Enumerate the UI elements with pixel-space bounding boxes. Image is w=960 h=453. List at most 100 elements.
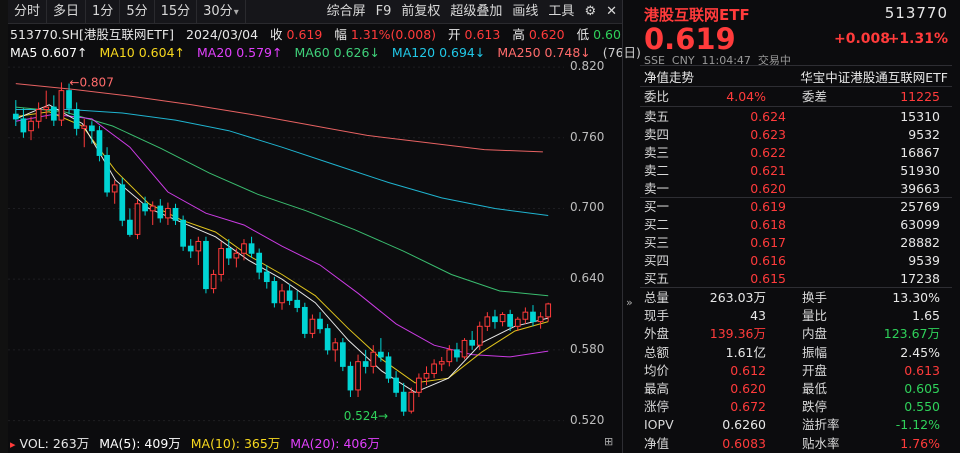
super-overlay-button[interactable]: 超级叠加 xyxy=(450,4,503,19)
candle[interactable] xyxy=(28,116,34,141)
candle[interactable] xyxy=(324,323,331,355)
candle[interactable] xyxy=(58,82,65,126)
candle[interactable] xyxy=(454,342,460,362)
tab-multi-day[interactable]: 多日 xyxy=(47,0,87,23)
candle[interactable] xyxy=(492,309,498,329)
candle[interactable] xyxy=(339,338,346,372)
candle[interactable] xyxy=(119,177,126,227)
candle[interactable] xyxy=(317,312,323,334)
tab-5min[interactable]: 5分 xyxy=(120,0,155,23)
candle[interactable] xyxy=(81,118,88,148)
volume-expand-icon[interactable]: ▸ xyxy=(10,438,16,451)
bid-row[interactable]: 买三 0.617 28882 xyxy=(632,233,948,252)
candle[interactable] xyxy=(400,382,407,416)
candle[interactable] xyxy=(499,312,506,327)
bid-row[interactable]: 买五 0.615 17238 xyxy=(632,269,948,288)
expand-panel-icon[interactable]: ⊞ xyxy=(604,435,614,448)
candle[interactable] xyxy=(111,180,118,204)
candle[interactable] xyxy=(271,276,278,308)
candle[interactable] xyxy=(218,241,225,282)
tab-30min[interactable]: 30分 xyxy=(197,0,246,23)
candle[interactable] xyxy=(104,147,110,197)
candle[interactable] xyxy=(476,321,483,350)
bid-row[interactable]: 买四 0.616 9539 xyxy=(632,251,948,270)
candle[interactable] xyxy=(50,95,57,126)
candle[interactable] xyxy=(393,371,399,398)
candle[interactable] xyxy=(530,305,536,327)
ask-row[interactable]: 卖一 0.620 39663 xyxy=(632,179,948,198)
ask-row[interactable]: 卖三 0.622 16867 xyxy=(632,143,948,162)
tab-15min[interactable]: 15分 xyxy=(155,0,198,23)
candle[interactable] xyxy=(43,90,50,119)
f9-button[interactable]: F9 xyxy=(375,4,392,19)
composite-screen-button[interactable]: 综合屏 xyxy=(326,4,366,19)
candle[interactable] xyxy=(385,352,392,383)
candle[interactable] xyxy=(210,269,217,294)
candle[interactable] xyxy=(20,108,27,138)
candle[interactable] xyxy=(416,373,422,398)
candle[interactable] xyxy=(73,102,80,136)
candle[interactable] xyxy=(172,203,179,225)
candle[interactable] xyxy=(12,100,19,126)
candle[interactable] xyxy=(195,236,202,266)
candle[interactable] xyxy=(165,202,171,225)
candle[interactable] xyxy=(332,338,339,362)
candle[interactable] xyxy=(286,283,293,306)
collapse-panel-icon[interactable]: » xyxy=(626,296,633,309)
candle[interactable] xyxy=(256,248,263,280)
candle[interactable] xyxy=(66,83,72,115)
candle[interactable] xyxy=(355,354,361,398)
candle[interactable] xyxy=(233,248,240,268)
candle[interactable] xyxy=(187,239,194,258)
candle[interactable] xyxy=(370,345,377,374)
candle[interactable] xyxy=(301,302,308,339)
candle[interactable] xyxy=(408,387,415,414)
ask-row[interactable]: 卖二 0.621 51930 xyxy=(632,161,948,180)
candle[interactable] xyxy=(203,236,209,294)
candle[interactable] xyxy=(142,196,148,216)
candlestick-chart[interactable]: ←0.807 0.524→ xyxy=(8,60,564,430)
tools-button[interactable]: 工具 xyxy=(548,4,575,19)
bid-row[interactable]: 买二 0.618 63099 xyxy=(632,215,948,234)
candle[interactable] xyxy=(347,361,354,398)
candle[interactable] xyxy=(514,316,521,332)
candle[interactable] xyxy=(134,199,141,240)
nav-trend-link[interactable]: 净值走势 xyxy=(644,70,695,85)
candle[interactable] xyxy=(522,307,529,324)
candle[interactable] xyxy=(309,314,316,339)
candle[interactable] xyxy=(362,349,369,374)
candle[interactable] xyxy=(484,312,491,332)
candle[interactable] xyxy=(537,312,544,329)
candle[interactable] xyxy=(438,356,445,372)
candle[interactable] xyxy=(423,366,430,386)
candle[interactable] xyxy=(35,102,42,129)
candle[interactable] xyxy=(241,239,247,261)
candle[interactable] xyxy=(225,239,232,266)
candle[interactable] xyxy=(248,236,255,258)
period-count[interactable]: (76日) xyxy=(603,45,641,60)
draw-line-button[interactable]: 画线 xyxy=(512,4,539,19)
tab-1min[interactable]: 1分 xyxy=(86,0,121,23)
candle[interactable] xyxy=(96,125,103,162)
candle[interactable] xyxy=(157,199,164,223)
candle[interactable] xyxy=(263,265,270,289)
ask-row[interactable]: 卖五 0.624 15310 xyxy=(632,107,948,126)
candle[interactable] xyxy=(149,201,156,225)
tab-intraday[interactable]: 分时 xyxy=(8,0,48,23)
candle[interactable] xyxy=(127,208,133,237)
candle[interactable] xyxy=(431,359,437,379)
close-icon[interactable]: ✕ xyxy=(606,4,617,19)
candle[interactable] xyxy=(279,283,285,310)
candle[interactable] xyxy=(469,331,475,350)
bid-row[interactable]: 买一 0.619 25769 xyxy=(632,197,948,216)
ask-row[interactable]: 卖四 0.623 9532 xyxy=(632,125,948,144)
candle[interactable] xyxy=(180,215,186,251)
candle[interactable] xyxy=(89,121,95,144)
candle[interactable] xyxy=(378,338,384,362)
settings-gear-icon[interactable]: ⚙ xyxy=(584,4,597,19)
candle[interactable] xyxy=(446,345,453,367)
candle[interactable] xyxy=(507,309,514,332)
candle[interactable] xyxy=(294,290,301,313)
forward-adjust-button[interactable]: 前复权 xyxy=(401,4,441,19)
candle[interactable] xyxy=(461,338,468,360)
